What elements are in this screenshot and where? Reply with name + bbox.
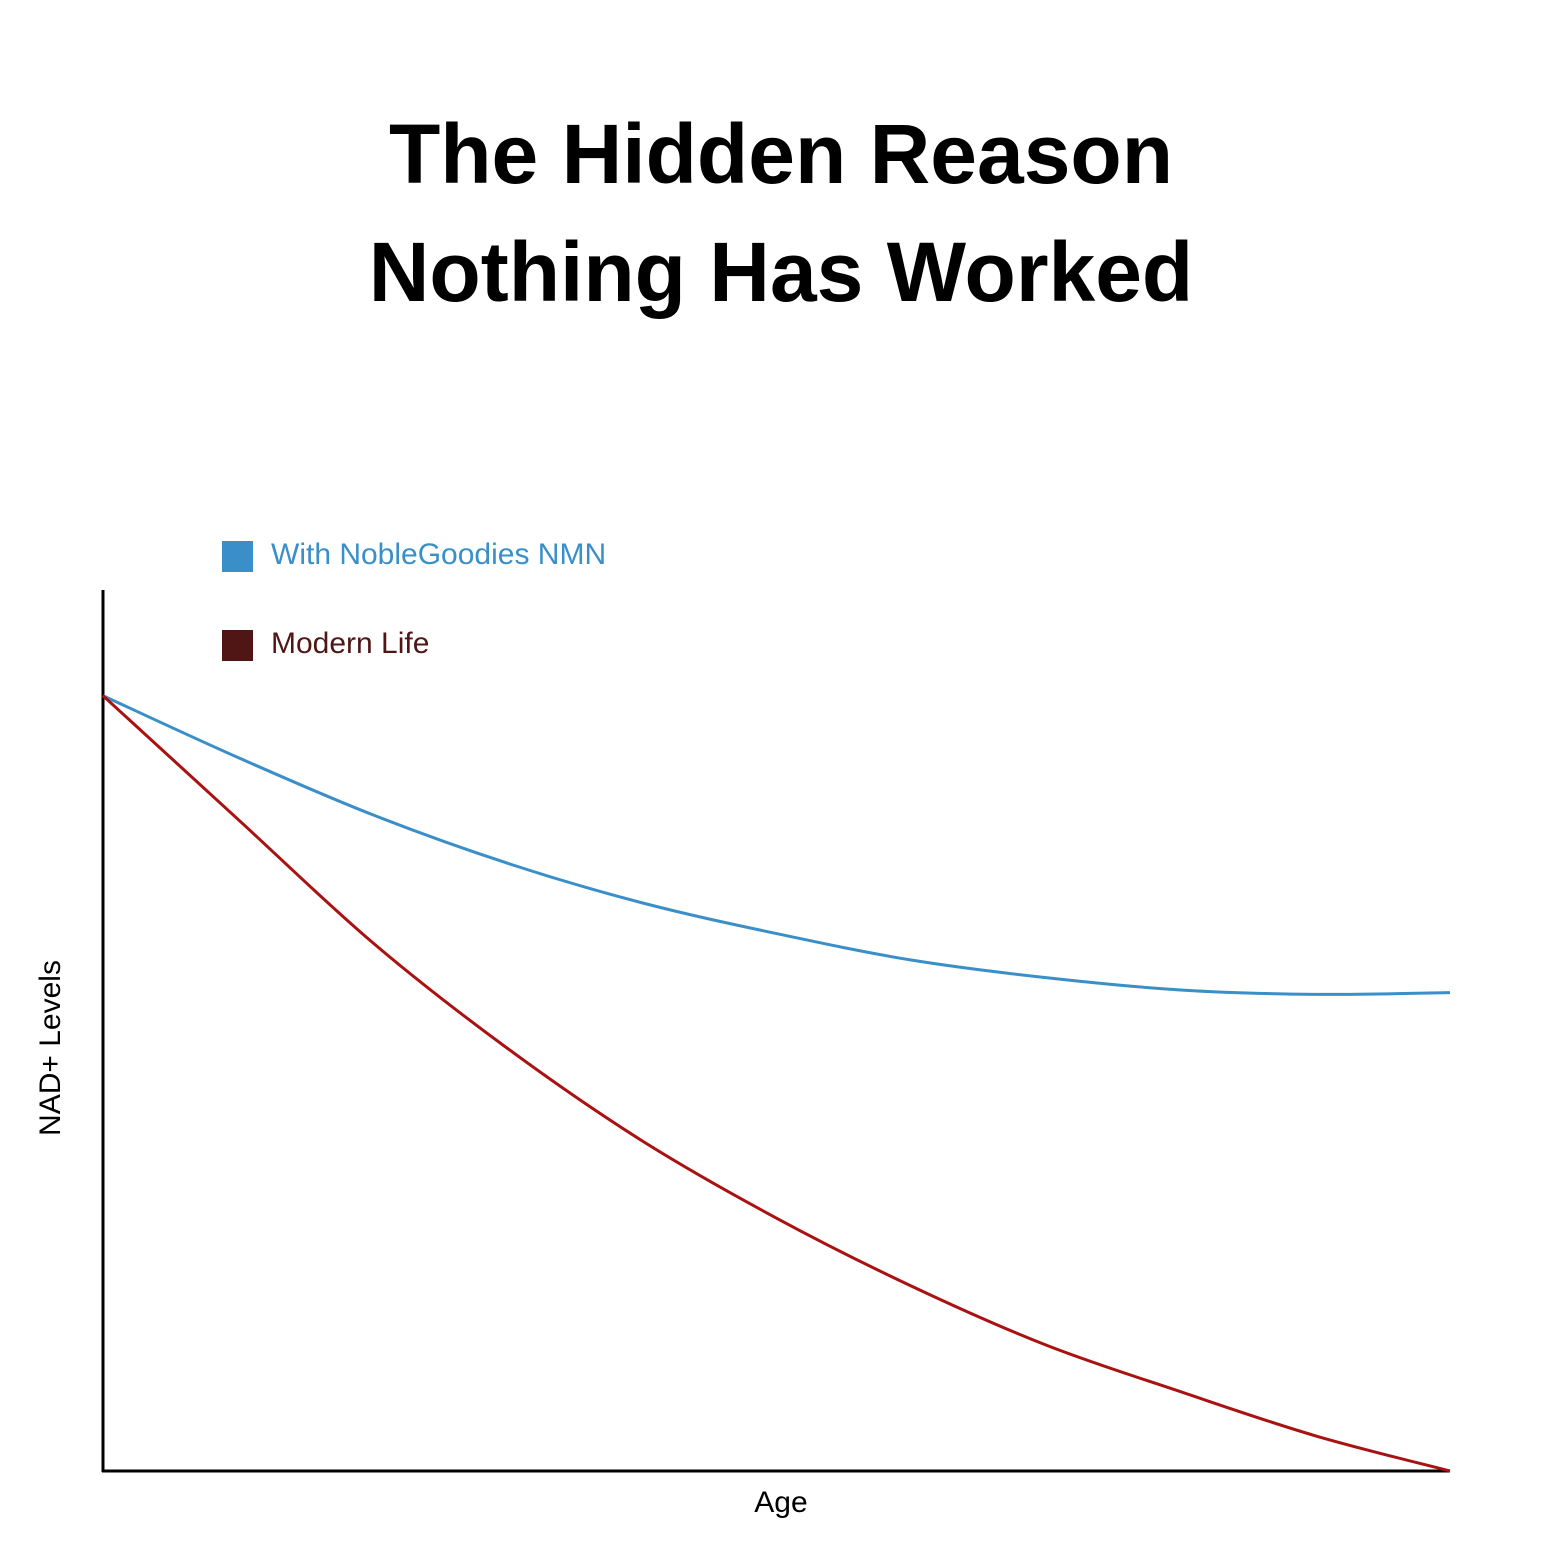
y-axis-label: NAD+ Levels (34, 960, 67, 1136)
legend-swatch (222, 541, 253, 572)
data-line (102, 694, 1451, 996)
data-line (101, 694, 1451, 1473)
chart-title: The Hidden Reason Nothing Has Worked (368, 107, 1194, 319)
legend-swatch (222, 630, 253, 661)
legend-label: Modern Life (271, 627, 429, 660)
legend-label: With NobleGoodies NMN (271, 538, 606, 571)
x-axis-label: Age (754, 1486, 807, 1519)
